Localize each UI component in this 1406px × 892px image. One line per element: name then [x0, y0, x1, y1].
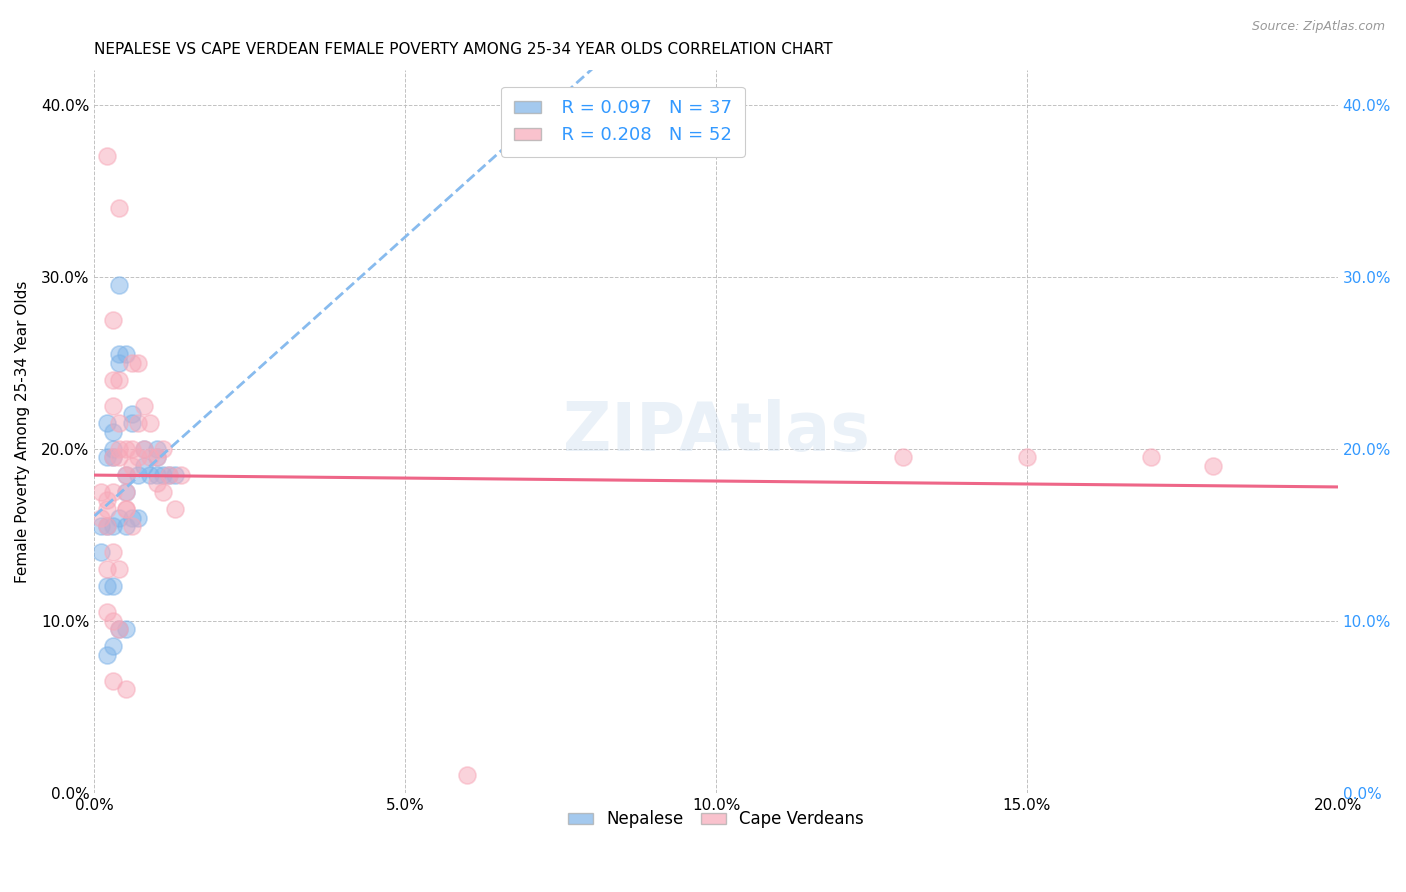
- Point: [108, 450, 131, 465]
- Point: [90, 519, 112, 533]
- Point: [90, 545, 112, 559]
- Text: Source: ZipAtlas.com: Source: ZipAtlas.com: [1251, 20, 1385, 33]
- Point: [134, 458, 156, 473]
- Point: [101, 673, 124, 688]
- Point: [145, 467, 167, 482]
- Point: [108, 278, 131, 293]
- Point: [96, 562, 118, 576]
- Point: [90, 510, 112, 524]
- Point: [152, 467, 174, 482]
- Point: [127, 356, 149, 370]
- Text: NEPALESE VS CAPE VERDEAN FEMALE POVERTY AMONG 25-34 YEAR OLDS CORRELATION CHART: NEPALESE VS CAPE VERDEAN FEMALE POVERTY …: [94, 42, 834, 57]
- Point: [139, 450, 162, 465]
- Point: [108, 510, 131, 524]
- Point: [121, 442, 143, 456]
- Point: [114, 484, 136, 499]
- Point: [114, 519, 136, 533]
- Point: [101, 519, 124, 533]
- Point: [121, 458, 143, 473]
- Point: [101, 614, 124, 628]
- Point: [114, 467, 136, 482]
- Point: [134, 442, 156, 456]
- Legend: Nepalese, Cape Verdeans: Nepalese, Cape Verdeans: [562, 804, 870, 835]
- Point: [121, 356, 143, 370]
- Point: [96, 519, 118, 533]
- Point: [96, 149, 118, 163]
- Point: [152, 484, 174, 499]
- Point: [170, 467, 193, 482]
- Point: [145, 450, 167, 465]
- Point: [101, 545, 124, 559]
- Point: [114, 347, 136, 361]
- Point: [101, 579, 124, 593]
- Point: [127, 510, 149, 524]
- Point: [101, 312, 124, 326]
- Point: [134, 399, 156, 413]
- Text: ZIPAtlas: ZIPAtlas: [562, 399, 869, 465]
- Point: [114, 442, 136, 456]
- Point: [127, 416, 149, 430]
- Point: [108, 201, 131, 215]
- Point: [96, 502, 118, 516]
- Point: [108, 416, 131, 430]
- Point: [108, 442, 131, 456]
- Point: [121, 510, 143, 524]
- Point: [165, 502, 187, 516]
- Point: [101, 640, 124, 654]
- Point: [1140, 450, 1163, 465]
- Point: [101, 373, 124, 387]
- Point: [456, 768, 478, 782]
- Point: [139, 416, 162, 430]
- Point: [134, 442, 156, 456]
- Point: [891, 450, 914, 465]
- Point: [96, 579, 118, 593]
- Point: [121, 416, 143, 430]
- Point: [101, 450, 124, 465]
- Point: [108, 622, 131, 636]
- Point: [108, 562, 131, 576]
- Point: [139, 467, 162, 482]
- Point: [1202, 458, 1225, 473]
- Point: [101, 399, 124, 413]
- Point: [96, 416, 118, 430]
- Point: [114, 484, 136, 499]
- Point: [114, 682, 136, 697]
- Point: [114, 622, 136, 636]
- Point: [101, 450, 124, 465]
- Point: [101, 442, 124, 456]
- Point: [114, 502, 136, 516]
- Point: [108, 356, 131, 370]
- Point: [101, 425, 124, 439]
- Point: [145, 450, 167, 465]
- Point: [121, 408, 143, 422]
- Point: [96, 605, 118, 619]
- Point: [96, 519, 118, 533]
- Point: [96, 493, 118, 508]
- Point: [165, 467, 187, 482]
- Point: [127, 467, 149, 482]
- Point: [108, 347, 131, 361]
- Point: [114, 502, 136, 516]
- Point: [152, 442, 174, 456]
- Point: [96, 450, 118, 465]
- Point: [145, 476, 167, 491]
- Point: [121, 519, 143, 533]
- Point: [1015, 450, 1038, 465]
- Point: [127, 450, 149, 465]
- Point: [108, 373, 131, 387]
- Point: [145, 442, 167, 456]
- Y-axis label: Female Poverty Among 25-34 Year Olds: Female Poverty Among 25-34 Year Olds: [15, 280, 30, 582]
- Point: [101, 484, 124, 499]
- Point: [96, 648, 118, 662]
- Point: [157, 467, 180, 482]
- Point: [114, 467, 136, 482]
- Point: [90, 484, 112, 499]
- Point: [108, 622, 131, 636]
- Point: [157, 467, 180, 482]
